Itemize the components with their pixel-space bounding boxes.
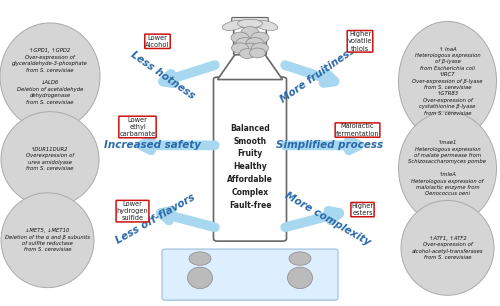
Ellipse shape — [222, 20, 246, 31]
Text: More fruitiness: More fruitiness — [278, 45, 357, 105]
Text: Simplified process: Simplified process — [276, 140, 384, 150]
Text: ↑GPD1, ↑GPD2
Over-expression of
glyceraldehyde-3-phosphate
from S. cerevisiae

↓: ↑GPD1, ↑GPD2 Over-expression of glyceral… — [12, 48, 88, 105]
Circle shape — [251, 32, 269, 43]
Circle shape — [240, 49, 256, 58]
Ellipse shape — [188, 267, 212, 289]
Circle shape — [236, 38, 254, 49]
Text: ↑mae1
Heterologous expression
of malate permease from
Schizosaccharomyces pombe
: ↑mae1 Heterologous expression of malate … — [408, 140, 486, 196]
Polygon shape — [218, 54, 282, 80]
FancyBboxPatch shape — [232, 17, 268, 27]
Text: ↓MET5, ↓MET10
Deletion of the α and β subunits
of sulfite reductase
from S. cere: ↓MET5, ↓MET10 Deletion of the α and β su… — [5, 228, 90, 252]
Text: Higher
esters: Higher esters — [352, 203, 374, 216]
Text: Lower
ethyl
carbamate: Lower ethyl carbamate — [120, 117, 156, 137]
Ellipse shape — [288, 267, 312, 289]
Ellipse shape — [398, 21, 496, 141]
Ellipse shape — [238, 19, 262, 28]
FancyBboxPatch shape — [214, 77, 286, 241]
Text: Increased safety: Increased safety — [104, 140, 201, 150]
Circle shape — [241, 43, 259, 54]
Text: ↑ATF1, ↑ATF2
Over-expression of
alcohol-acetyl-transferases
from S. cerevisiae: ↑ATF1, ↑ATF2 Over-expression of alcohol-… — [412, 236, 483, 260]
Text: Malolactic
fermentation: Malolactic fermentation — [336, 123, 380, 137]
Text: Lower
Alcohol: Lower Alcohol — [146, 35, 170, 48]
Text: Less hotness: Less hotness — [128, 49, 196, 101]
Text: ↑DUR11DUR2
Overexpression of
urea amidolyase
from S. cerevisiae: ↑DUR11DUR2 Overexpression of urea amidol… — [26, 147, 74, 171]
Circle shape — [246, 38, 264, 49]
Ellipse shape — [1, 112, 99, 207]
Circle shape — [250, 48, 266, 58]
Circle shape — [289, 252, 311, 265]
Circle shape — [189, 252, 211, 265]
Circle shape — [231, 32, 249, 43]
FancyBboxPatch shape — [234, 22, 266, 55]
Text: Lower
hydrogen
sulfide: Lower hydrogen sulfide — [116, 201, 148, 221]
Circle shape — [241, 27, 259, 38]
Circle shape — [252, 43, 268, 53]
Text: Less off-flavors: Less off-flavors — [114, 192, 196, 246]
Ellipse shape — [398, 112, 496, 225]
Ellipse shape — [1, 193, 94, 288]
FancyBboxPatch shape — [162, 249, 338, 300]
Circle shape — [232, 43, 248, 53]
Ellipse shape — [0, 23, 100, 130]
Ellipse shape — [401, 200, 494, 295]
Text: Higher
volatile
thiols: Higher volatile thiols — [348, 31, 372, 51]
Text: More complexity: More complexity — [283, 190, 372, 248]
Text: Balanced
Smooth
Fruity
Healthy
Affordable
Complex
Fault-free: Balanced Smooth Fruity Healthy Affordabl… — [227, 124, 273, 210]
Text: ↑ InaA
Heterologous expression
of β-lyase
from Escherichia coli
↑IRC7
Over-expre: ↑ InaA Heterologous expression of β-lyas… — [412, 47, 483, 116]
Ellipse shape — [254, 20, 278, 31]
